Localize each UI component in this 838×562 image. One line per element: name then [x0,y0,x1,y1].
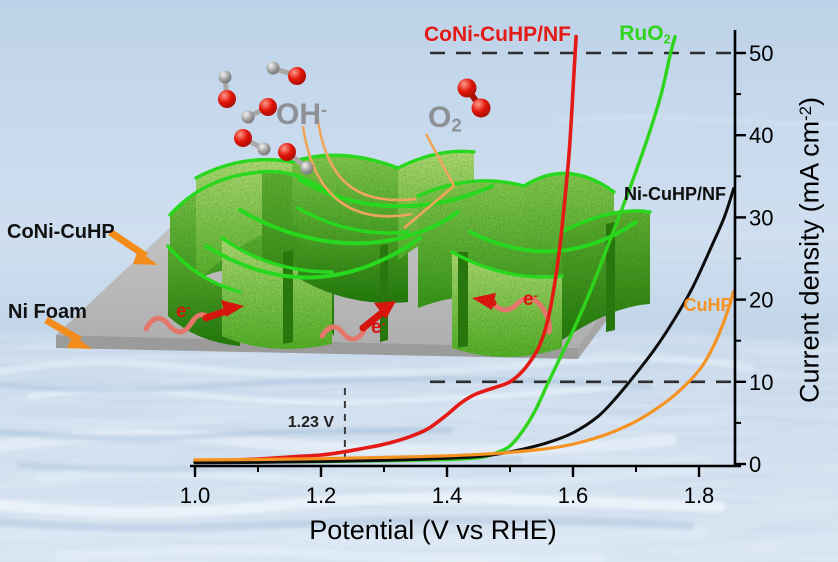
x-tick-label: 1.2 [306,483,337,508]
curve-cuhp [193,289,736,462]
x-axis-title: Potential (V vs RHE) [309,515,557,545]
nanosheet-slab [606,222,615,332]
oxygen-molecule [457,78,491,118]
electron-arrows [143,293,552,342]
petal-top-edge [560,209,652,234]
series-label-ni-cuhp-nf: Ni-CuHP/NF [624,184,726,204]
y-tick-label: 10 [749,370,773,395]
petal-top-edge [416,179,526,198]
substrate-label: Ni Foam [8,301,87,323]
electron-label: e- [371,317,386,338]
oxygen-label: O2 [428,101,462,136]
y-tick-label: 0 [749,452,761,477]
curve-coni-cuhp-nf [193,34,578,464]
series-label-ruo2: RuO2 [619,22,671,47]
petal-top-edge [194,157,294,180]
molecule-handle [278,143,314,175]
x-tick-label: 1.8 [684,483,715,508]
hydroxide-label: OH- [276,98,328,131]
curve-ni-cuhp-nf [193,187,736,465]
water-molecule [266,61,306,85]
electron-wave-1 [143,312,211,335]
water-molecule [218,70,236,108]
catalyst-label: CoNi-CuHP [7,221,115,243]
petal-swirl-edge [298,178,494,209]
x-tick-label: 1.4 [432,483,463,508]
equilibrium-potential-label: 1.23 V [287,414,334,431]
petal-swirl-edge [468,220,638,254]
water-molecule [241,98,277,124]
series-label-coni-cuhp-nf: CoNi-CuHP/NF [424,23,571,46]
x-tick-label: 1.6 [558,483,589,508]
petal-swirl-edge [204,236,422,280]
electron-label: e- [523,289,538,310]
petal-swirl-edge [238,208,460,246]
petal-top-edge [168,170,264,217]
petal-top-edge [220,236,334,274]
y-tick-label: 40 [749,123,773,148]
x-tick-label: 1.0 [180,483,211,508]
nanosheet-slab [283,250,293,344]
nanosheet-edges [166,149,652,294]
water-molecule [234,129,271,156]
series-label-cuhp: CuHP [683,295,733,315]
petal-top-edge [166,244,242,294]
reaction-arrow [301,120,456,229]
label-arrows [44,229,158,349]
y-tick-label: 50 [749,41,773,66]
y-tick-label: 20 [749,288,773,313]
y-axis-title: Current density (mA cm-2) [794,97,825,403]
hydroxide-molecules [218,61,314,175]
petal-top-edge [296,206,410,235]
y-tick-label: 30 [749,205,773,230]
petal-top-edge [450,250,564,279]
nanosheet-slab [458,252,468,348]
electron-label: e- [176,301,191,322]
electron-wave-2 [319,324,367,342]
petal-top-edge [290,153,400,170]
